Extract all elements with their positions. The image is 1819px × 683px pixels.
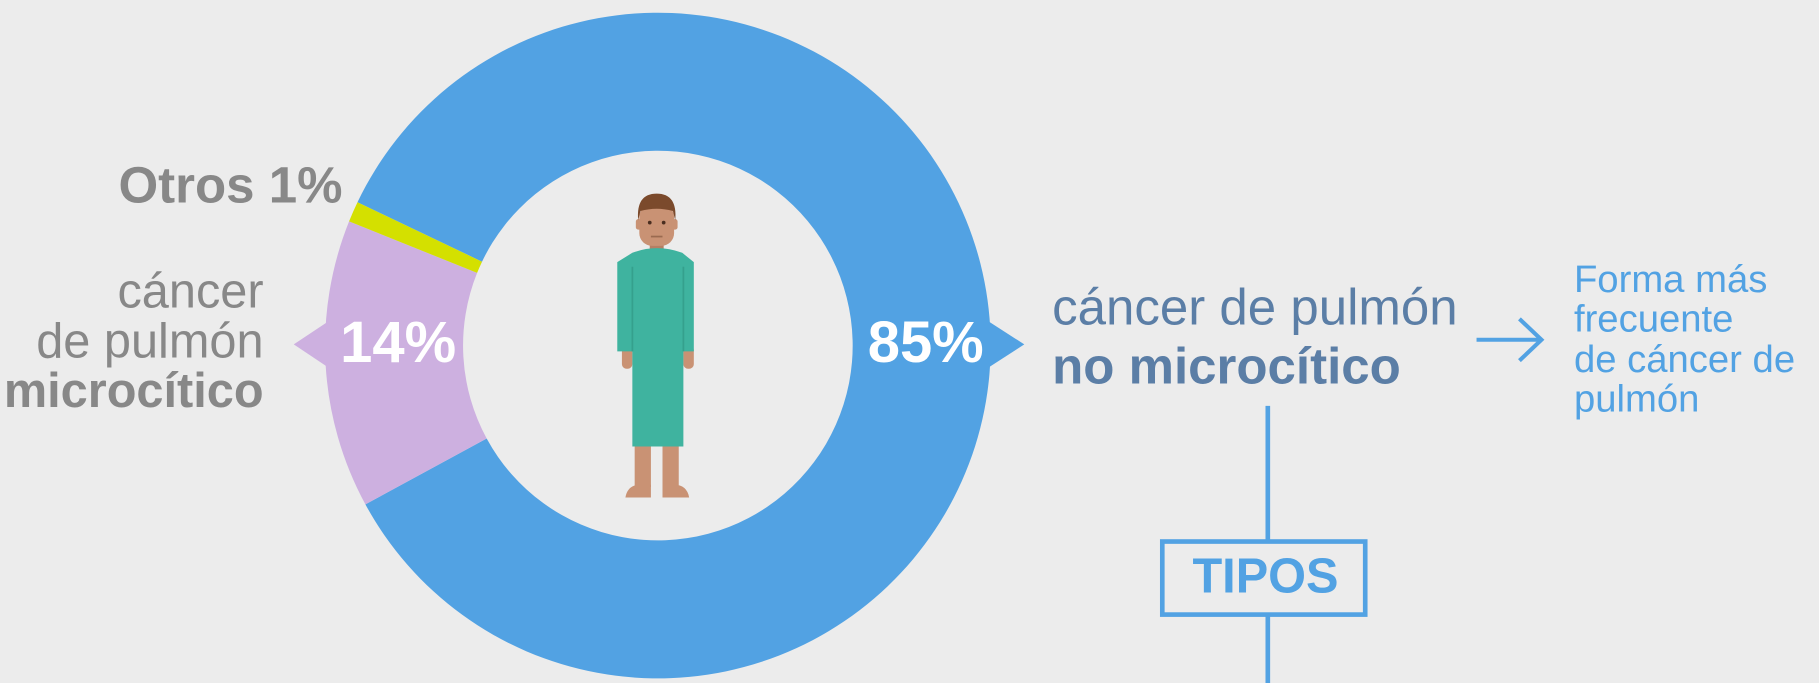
value-label: 85% (868, 311, 984, 375)
slice-label: no microcítico (1052, 337, 1401, 394)
slice-label: de pulmón (36, 314, 263, 368)
value-label: 14% (340, 311, 456, 375)
slice-label: microcítico (4, 364, 264, 418)
donut-slice (357, 12, 991, 679)
slice-label: Otros 1% (118, 156, 342, 213)
types-connector (1159, 405, 1368, 683)
annotation: Forma más frecuente de cáncer de pulmón (1574, 258, 1795, 420)
donut (325, 12, 991, 679)
annotation-line: pulmón (1574, 377, 1699, 420)
annotation-line: de cáncer de (1574, 338, 1795, 381)
pointer-right (988, 321, 1025, 368)
donut-slice (349, 202, 483, 273)
annotation-line: Forma más (1574, 258, 1767, 301)
arrow (1476, 317, 1545, 363)
slice-label: cáncer (117, 264, 263, 318)
annotation-line: frecuente (1574, 297, 1733, 340)
pointer-left (293, 321, 329, 368)
person-figure (617, 193, 694, 498)
slice-label: cáncer de pulmón (1052, 278, 1458, 335)
donut-slice (325, 221, 487, 505)
box-label: TIPOS (1192, 550, 1338, 604)
